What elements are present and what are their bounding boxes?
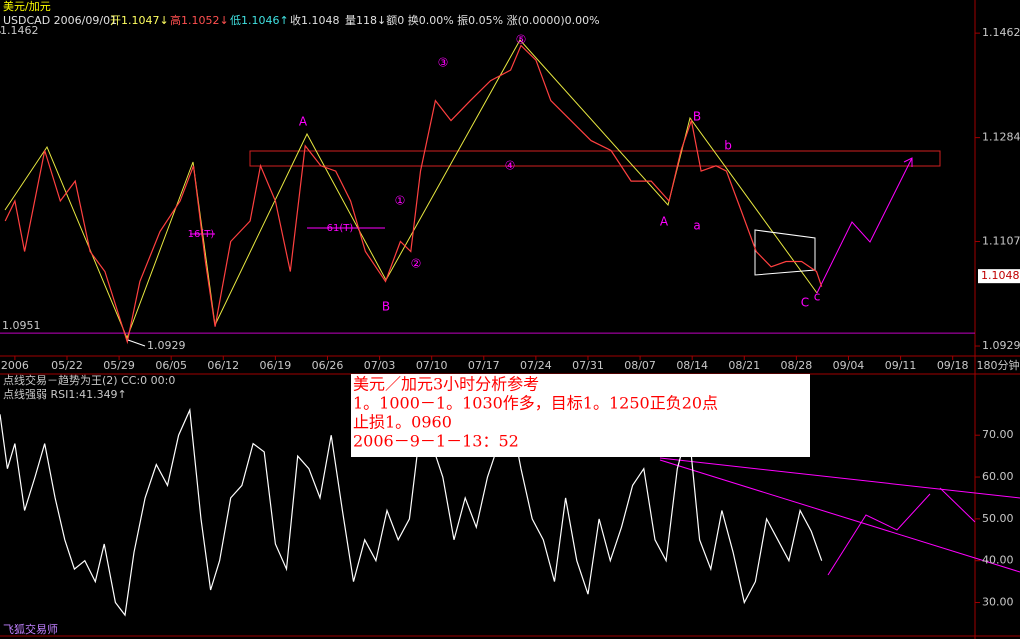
x-tick-label: 07/10 <box>416 359 448 372</box>
x-tick-label: 06/19 <box>260 359 292 372</box>
x-tick-label: 06/05 <box>155 359 187 372</box>
y-tick-label: 1.1284 <box>982 131 1020 144</box>
y-tick-label: 60.00 <box>982 470 1014 483</box>
x-tick-label: 05/22 <box>51 359 83 372</box>
wave-label: ③ <box>438 56 449 70</box>
trend-line <box>659 457 1020 499</box>
wave-label: ⑤ <box>516 33 527 47</box>
info: 开1.1047↓ <box>110 14 169 27</box>
x-tick-label: 07/17 <box>468 359 500 372</box>
line <box>4 44 823 345</box>
y-tick-label: 30.00 <box>982 596 1014 609</box>
measure-label: 61(T) <box>327 223 354 234</box>
measure-label: 16(T) <box>188 229 215 240</box>
wave-label: ① <box>395 194 406 208</box>
y-tick-label: 40.00 <box>982 554 1014 567</box>
info: 低1.1046↑ <box>230 14 289 27</box>
x-tick-label: 05/29 <box>103 359 135 372</box>
x-tick-label: 06/12 <box>207 359 239 372</box>
wave-label: a <box>693 219 700 233</box>
note-line: 2006－9－1－13：52 <box>353 432 519 451</box>
x-tick-label: 09/18 <box>937 359 969 372</box>
x-tick-label: 07/03 <box>364 359 396 372</box>
last-price-label: 1.1048 <box>981 269 1020 282</box>
info: 收1.1048 <box>290 13 340 27</box>
wave-label: B <box>693 110 701 124</box>
wave-label: B <box>382 300 390 314</box>
period: 180分钟 <box>977 358 1020 372</box>
x-tick-label: 09/04 <box>833 359 865 372</box>
x-tick-label: 2006 <box>1 359 29 372</box>
note-line: 美元／加元3小时分析参考 <box>353 375 539 394</box>
footer: 飞狐交易师 <box>3 622 58 636</box>
resistance-zone <box>249 150 941 167</box>
info: USDCAD 2006/09/01 <box>3 14 117 27</box>
chart-title: 美元/加元 <box>3 0 51 13</box>
wave-label: ② <box>411 257 422 271</box>
wave-label: ④ <box>505 159 516 173</box>
y-tick-label: 1.1107 <box>982 235 1020 248</box>
x-tick-label: 08/14 <box>676 359 708 372</box>
trough-connector <box>127 339 146 347</box>
wave-label: C <box>801 296 809 310</box>
last-price-box <box>978 269 1020 284</box>
x-tick-label: 08/28 <box>781 359 813 372</box>
x-tick-label: 08/07 <box>624 359 656 372</box>
wave-label: b <box>724 139 732 153</box>
trend-line <box>659 459 1020 573</box>
support-label: 1.0951 <box>2 319 41 332</box>
peak-label: 1.1462 <box>0 24 39 37</box>
x-tick-label: 07/31 <box>572 359 604 372</box>
x-tick-label: 06/26 <box>312 359 344 372</box>
indicator-title: 点线交易－趋势为王(2) CC:0 00:0 <box>3 373 175 387</box>
trough-label: 1.0929 <box>147 339 186 352</box>
note-box <box>351 374 810 457</box>
info: 高1.1052↓ <box>170 13 229 27</box>
y-tick-label: 70.00 <box>982 428 1014 441</box>
note-line: 1。1000－1。1030作多，目标1。1250正负20点 <box>353 394 718 413</box>
note-line: 止损1。0960 <box>353 413 452 432</box>
forecast-arrow <box>816 157 913 294</box>
forecast-arrow <box>827 493 931 576</box>
wave-label: A <box>660 215 669 229</box>
y-tick-label: 1.1462 <box>982 26 1020 39</box>
wave-label: A <box>299 115 308 129</box>
y-tick-label: 50.00 <box>982 512 1014 525</box>
wave-label: c <box>814 290 821 304</box>
forecast-arrow <box>939 487 976 523</box>
x-tick-label: 09/11 <box>885 359 917 372</box>
arrow-head <box>903 157 913 167</box>
indicator-value: 点线强弱 RSI1:41.349↑ <box>3 387 127 401</box>
plot-area: 1.0929 1.1107 1.1284 1.1462 2006 05/22 05/29 06… <box>0 24 1020 617</box>
x-tick-label: 08/21 <box>728 359 760 372</box>
y-tick-label: 1.0929 <box>982 339 1020 352</box>
x-tick-label: 07/24 <box>520 359 552 372</box>
info: 量118↓额0 换0.00% 振0.05% 涨(0.0000)0.00% <box>345 13 600 27</box>
